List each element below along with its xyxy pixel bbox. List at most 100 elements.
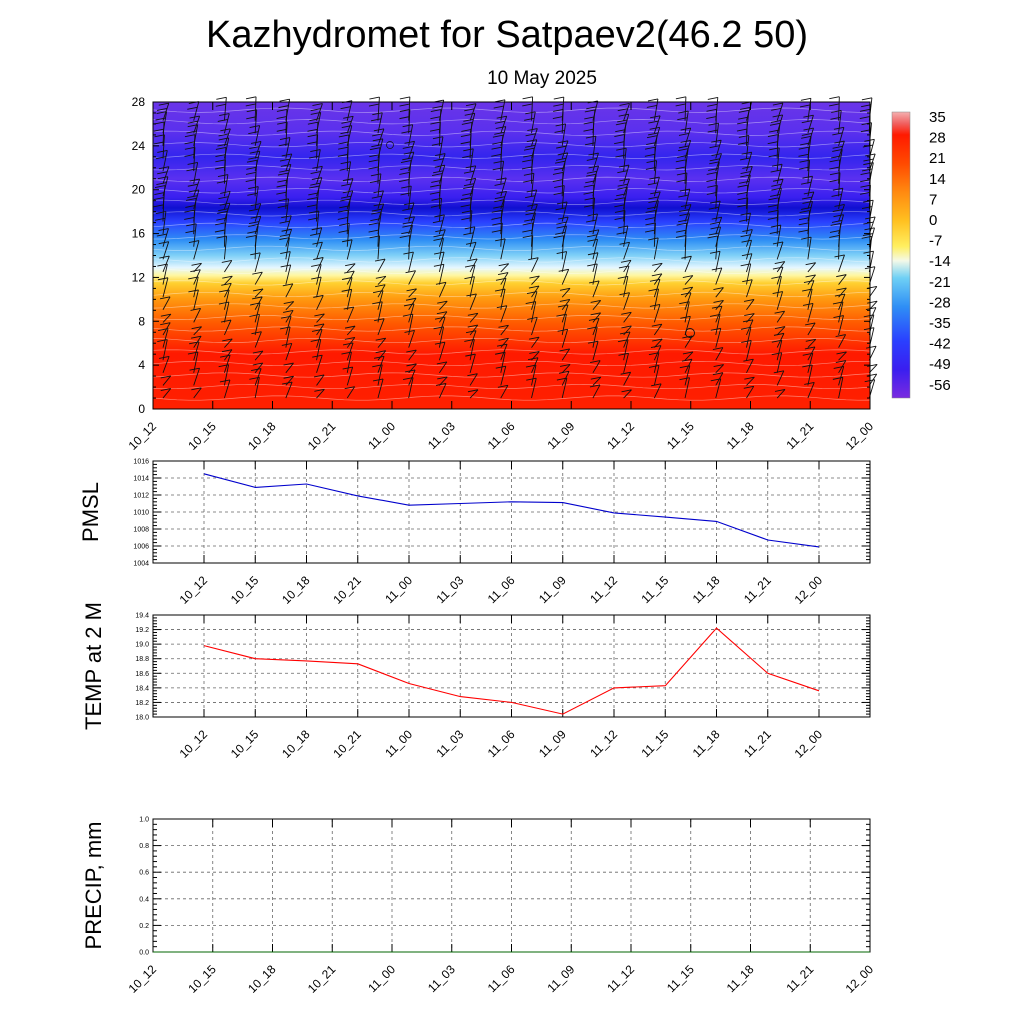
barb-flag [830, 223, 841, 226]
barb-flag [833, 315, 844, 318]
barb-staff [592, 280, 600, 298]
wind-barb [283, 375, 294, 386]
barb-staff [653, 365, 660, 386]
barb-staff [500, 343, 508, 361]
barb-flag [154, 134, 165, 138]
wind-barb [432, 214, 445, 235]
barb-flag [405, 270, 416, 274]
barb-flag [277, 172, 289, 176]
barb-flag [648, 120, 659, 124]
wind-barb [528, 257, 539, 273]
barb-staff [285, 326, 291, 348]
barb-staff [408, 141, 415, 159]
barb-flag [863, 158, 874, 162]
wind-barb [829, 172, 841, 197]
barb-flag [741, 239, 752, 243]
calm-marker [386, 141, 394, 149]
wind-barb [495, 365, 507, 386]
barb-flag [707, 96, 718, 100]
barb-flag [553, 108, 564, 112]
wind-barb [554, 123, 567, 146]
barb-flag [801, 181, 812, 185]
barb-flag [433, 158, 444, 162]
y-axis-label: PRECIP, mm [81, 822, 106, 950]
barb-flag [461, 121, 472, 125]
barb-staff [285, 375, 294, 386]
barb-staff [500, 338, 509, 348]
barb-flag [464, 226, 475, 230]
barb-staff [223, 379, 231, 399]
barb-staff [438, 229, 446, 247]
barb-staff [561, 201, 568, 222]
wind-barb [344, 325, 356, 336]
wind-barb [251, 331, 262, 348]
cross-section-field [153, 102, 870, 409]
barb-flag [494, 131, 505, 135]
wind-barb [310, 177, 323, 197]
barb-flag [557, 201, 568, 205]
barb-flag [252, 350, 263, 354]
barb-staff [684, 286, 694, 298]
barb-flag [836, 274, 847, 278]
barb-staff [346, 386, 356, 399]
barb-staff [715, 161, 720, 184]
wind-barb [559, 348, 570, 361]
barb-flag [772, 114, 783, 118]
barb-staff [807, 303, 814, 323]
y-tick-label: 0.0 [139, 950, 149, 957]
barb-staff [285, 283, 294, 298]
wind-barb [371, 203, 385, 222]
barb-flag [467, 373, 478, 377]
barb-flag [218, 301, 230, 305]
barb-staff [592, 318, 600, 336]
barb-flag [678, 148, 689, 152]
barb-flag [583, 121, 594, 125]
colorbar-labels: 35 28 21 14 7 0 -7 -14 -21 -28 -35 -42 -49 -56 [929, 109, 951, 394]
barb-staff [623, 114, 630, 134]
barb-flag [402, 146, 413, 149]
barb-flag [369, 147, 381, 151]
barb-flag [555, 160, 566, 164]
barb-flag [460, 134, 472, 138]
barb-flag [805, 338, 816, 342]
barb-staff [346, 351, 352, 373]
wind-barb [464, 276, 475, 298]
barb-staff [838, 140, 845, 159]
barb-staff [531, 189, 538, 210]
barb-staff [623, 178, 630, 197]
barb-staff [346, 306, 355, 323]
barb-staff [224, 260, 233, 273]
barb-flag [829, 179, 840, 183]
x-tick-label: 11_09 [536, 573, 569, 606]
barb-flag [400, 167, 411, 170]
barb-staff [408, 369, 416, 386]
wind-barb [616, 225, 629, 247]
barb-staff [500, 278, 507, 298]
barb-staff [500, 177, 507, 197]
barb-flag [767, 141, 778, 145]
barb-flag [279, 137, 291, 141]
barb-flag [276, 109, 288, 112]
barb-staff [500, 199, 505, 222]
barb-flag [829, 172, 841, 176]
barb-flag [743, 358, 754, 362]
wind-barb [620, 371, 632, 386]
barb-staff [285, 122, 288, 146]
barb-flag [372, 378, 384, 382]
barb-flag [429, 128, 441, 132]
barb-staff [193, 269, 201, 285]
barb-flag [279, 220, 290, 224]
barb-staff [500, 385, 509, 399]
wind-barb [246, 109, 258, 134]
barb-flag [738, 116, 749, 120]
barb-staff [438, 264, 445, 285]
barb-flag [156, 233, 167, 237]
barb-flag [495, 365, 506, 369]
wind-barb [160, 388, 172, 399]
barb-flag [617, 186, 628, 190]
barb-staff [254, 302, 261, 323]
barb-flag [740, 107, 751, 110]
barb-staff [285, 153, 293, 172]
barb-flag [283, 310, 294, 313]
barb-flag [434, 164, 445, 168]
